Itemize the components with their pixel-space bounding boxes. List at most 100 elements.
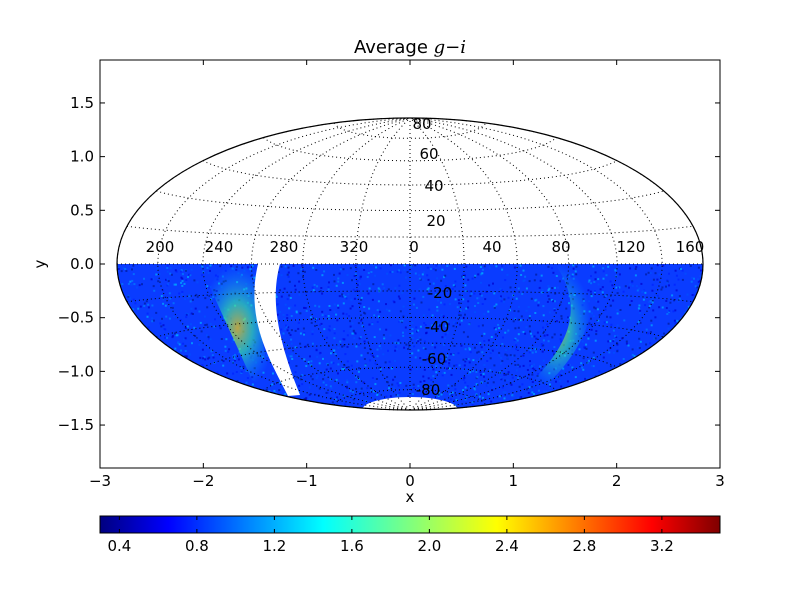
data-pixel <box>511 355 514 358</box>
x-tick-label: 1 <box>509 472 519 490</box>
data-pixel <box>694 330 697 333</box>
y-axis-label: y <box>31 259 49 268</box>
data-pixel <box>641 398 644 401</box>
data-pixel <box>500 356 503 359</box>
data-pixel <box>548 298 551 301</box>
data-pixel <box>121 402 124 405</box>
data-pixel <box>199 376 202 379</box>
data-pixel <box>415 306 418 309</box>
data-pixel <box>290 342 293 345</box>
data-pixel <box>382 353 385 356</box>
data-pixel <box>449 353 452 356</box>
data-pixel <box>358 337 361 340</box>
data-pixel <box>610 383 613 386</box>
data-pixel <box>664 405 667 408</box>
data-pixel <box>280 388 283 390</box>
data-pixel <box>245 403 248 406</box>
data-pixel <box>467 358 470 360</box>
data-pixel <box>667 405 670 408</box>
data-pixel <box>431 324 434 327</box>
data-pixel <box>626 405 629 408</box>
data-pixel <box>612 396 615 399</box>
data-pixel <box>363 269 366 271</box>
data-pixel <box>466 335 469 338</box>
data-pixel <box>422 347 425 350</box>
data-pixel <box>641 411 643 413</box>
data-pixel <box>594 307 597 310</box>
data-pixel <box>500 362 502 365</box>
data-pixel <box>117 387 120 390</box>
data-pixel <box>444 287 447 290</box>
data-pixel <box>520 274 523 276</box>
data-pixel <box>681 278 684 281</box>
data-pixel <box>517 318 520 321</box>
lat-label: 80 <box>412 115 431 133</box>
data-pixel <box>167 280 170 282</box>
data-pixel <box>624 381 627 383</box>
data-pixel <box>133 409 136 410</box>
data-pixel <box>541 320 544 323</box>
data-pixel <box>235 371 238 373</box>
data-pixel <box>664 391 667 394</box>
data-pixel <box>304 345 307 348</box>
data-pixel <box>465 307 468 310</box>
data-pixel <box>207 337 210 340</box>
data-pixel <box>689 264 692 267</box>
data-pixel <box>397 384 400 387</box>
data-pixel <box>453 384 456 387</box>
data-pixel <box>402 334 405 337</box>
data-pixel <box>619 309 622 311</box>
data-pixel <box>647 271 650 274</box>
data-pixel <box>224 345 227 348</box>
data-pixel <box>551 267 553 270</box>
data-pixel <box>511 376 514 379</box>
data-pixel <box>634 268 637 270</box>
data-pixel <box>296 355 299 357</box>
data-pixel <box>489 357 492 360</box>
data-pixel <box>357 409 360 410</box>
data-pixel <box>493 305 496 308</box>
data-pixel <box>531 335 534 338</box>
data-pixel <box>407 348 409 350</box>
data-pixel <box>207 335 210 338</box>
data-pixel <box>167 334 170 336</box>
data-pixel <box>473 346 476 349</box>
data-pixel <box>166 264 169 267</box>
data-pixel <box>291 352 294 355</box>
data-pixel <box>146 312 149 315</box>
data-pixel <box>666 366 669 369</box>
data-pixel <box>168 317 171 320</box>
data-pixel <box>542 305 545 308</box>
data-pixel <box>509 347 511 350</box>
data-pixel <box>222 360 225 363</box>
data-pixel <box>477 325 480 328</box>
data-pixel <box>290 355 293 358</box>
data-pixel <box>607 340 610 343</box>
data-pixel <box>533 335 536 338</box>
data-pixel <box>353 331 356 334</box>
data-pixel <box>459 314 462 317</box>
data-pixel <box>405 343 408 346</box>
data-pixel <box>480 335 483 337</box>
data-pixel <box>542 359 545 362</box>
data-pixel <box>522 280 525 283</box>
data-pixel <box>174 377 177 380</box>
data-pixel <box>626 400 629 403</box>
data-pixel <box>393 301 396 304</box>
data-pixel <box>503 298 506 301</box>
data-pixel <box>694 352 697 355</box>
data-pixel <box>635 266 638 268</box>
data-pixel <box>488 284 491 287</box>
data-pixel <box>316 355 319 358</box>
data-pixel <box>228 383 230 386</box>
data-pixel <box>597 300 600 303</box>
data-pixel <box>194 412 196 414</box>
data-pixel <box>587 334 590 337</box>
data-pixel <box>638 312 641 315</box>
data-pixel <box>625 342 628 345</box>
data-pixel <box>201 348 204 351</box>
data-pixel <box>345 297 348 300</box>
data-pixel <box>147 306 150 309</box>
data-pixel <box>166 347 168 350</box>
data-pixel <box>142 364 145 367</box>
